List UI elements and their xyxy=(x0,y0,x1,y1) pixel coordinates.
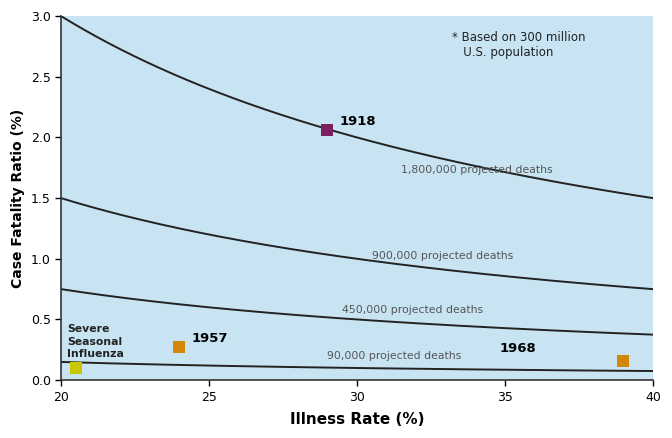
Text: 1,800,000 projected deaths: 1,800,000 projected deaths xyxy=(401,165,553,175)
Text: 900,000 projected deaths: 900,000 projected deaths xyxy=(372,251,513,261)
Text: 1918: 1918 xyxy=(339,115,376,128)
Text: 450,000 projected deaths: 450,000 projected deaths xyxy=(342,305,483,315)
Text: 1957: 1957 xyxy=(192,332,228,345)
Text: * Based on 300 million
   U.S. population: * Based on 300 million U.S. population xyxy=(452,31,585,59)
Text: Severe
Seasonal
Influenza: Severe Seasonal Influenza xyxy=(67,324,124,359)
Text: 1968: 1968 xyxy=(499,342,536,355)
X-axis label: Illness Rate (%): Illness Rate (%) xyxy=(290,412,424,427)
Y-axis label: Case Fatality Ratio (%): Case Fatality Ratio (%) xyxy=(11,109,25,288)
Text: 90,000 projected deaths: 90,000 projected deaths xyxy=(327,351,462,361)
